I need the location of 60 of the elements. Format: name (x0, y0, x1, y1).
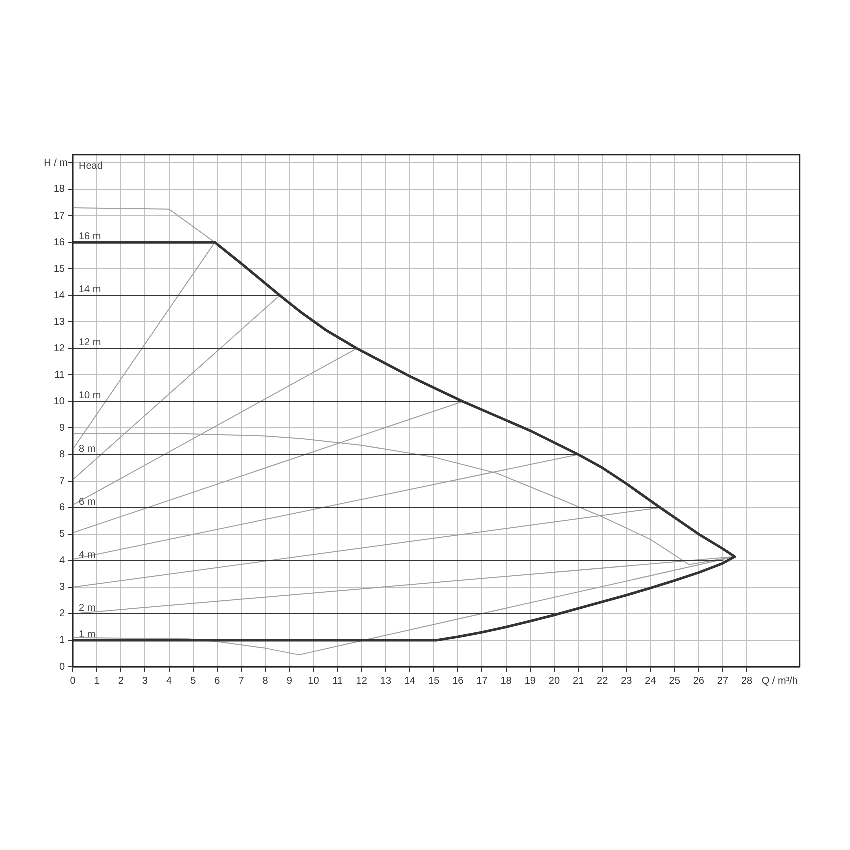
x-tick-label: 3 (142, 676, 148, 687)
annotation: 14 m (79, 284, 102, 296)
y-tick-label: 0 (59, 662, 66, 673)
x-tick-label: 13 (380, 676, 392, 687)
x-axis-title: Q / m³/h (762, 676, 798, 687)
y-tick-label: 16 (54, 237, 66, 248)
x-tick-label: 27 (717, 676, 729, 687)
y-tick-label: 17 (54, 210, 66, 222)
annotation: 10 m (79, 390, 102, 402)
x-tick-label: 20 (548, 676, 560, 687)
x-tick-label: 1 (94, 676, 100, 687)
annotation: 6 m (79, 496, 96, 508)
x-tick-label: 11 (332, 676, 344, 687)
y-tick-label: 15 (54, 264, 66, 275)
y-tick-label: 14 (54, 290, 66, 302)
annotation: 4 m (79, 550, 96, 561)
x-tick-label: 24 (645, 676, 657, 687)
x-tick-label: 25 (669, 676, 681, 687)
x-tick-label: 18 (500, 676, 512, 687)
x-tick-label: 8 (262, 676, 269, 687)
x-tick-label: 23 (621, 676, 633, 687)
annotation: 8 m (79, 444, 96, 455)
x-tick-label: 5 (190, 676, 197, 687)
x-tick-label: 2 (118, 676, 124, 687)
x-tick-label: 16 (452, 676, 464, 687)
y-tick-label: 6 (59, 502, 66, 514)
y-tick-label: 1 (59, 635, 66, 646)
x-tick-label: 22 (597, 676, 609, 687)
annotation: Head (79, 161, 103, 172)
y-tick-label: 7 (59, 476, 66, 488)
annotation: 12 m (79, 338, 102, 349)
x-tick-label: 12 (356, 676, 368, 687)
x-tick-label: 17 (476, 676, 488, 687)
x-tick-label: 0 (70, 676, 76, 687)
y-tick-label: 2 (59, 608, 66, 620)
y-tick-label: 5 (59, 529, 66, 540)
x-tick-label: 21 (572, 676, 585, 687)
x-tick-label: 4 (166, 676, 173, 687)
y-tick-label: 12 (54, 343, 66, 354)
x-tick-label: 14 (404, 676, 416, 687)
y-tick-label: 11 (54, 370, 66, 381)
y-tick-label: 9 (59, 422, 66, 434)
x-tick-label: 7 (238, 676, 245, 687)
y-tick-label: 3 (59, 582, 66, 594)
annotation: 1 m (79, 629, 96, 640)
x-tick-label: 26 (693, 676, 705, 687)
y-tick-label: 10 (54, 396, 66, 408)
x-tick-label: 6 (214, 676, 221, 687)
y-tick-label: 8 (59, 450, 66, 461)
annotation: 16 m (79, 232, 102, 243)
y-tick-label: 18 (54, 184, 66, 196)
x-tick-label: 15 (428, 676, 440, 687)
x-tick-label: 19 (524, 676, 536, 687)
x-tick-label: 10 (308, 676, 320, 687)
y-axis-title: H / m (44, 158, 68, 169)
y-tick-label: 4 (59, 556, 66, 567)
annotation: 2 m (79, 602, 96, 614)
x-tick-label: 9 (286, 676, 293, 687)
y-tick-label: 13 (54, 316, 66, 328)
x-tick-label: 28 (741, 676, 754, 687)
